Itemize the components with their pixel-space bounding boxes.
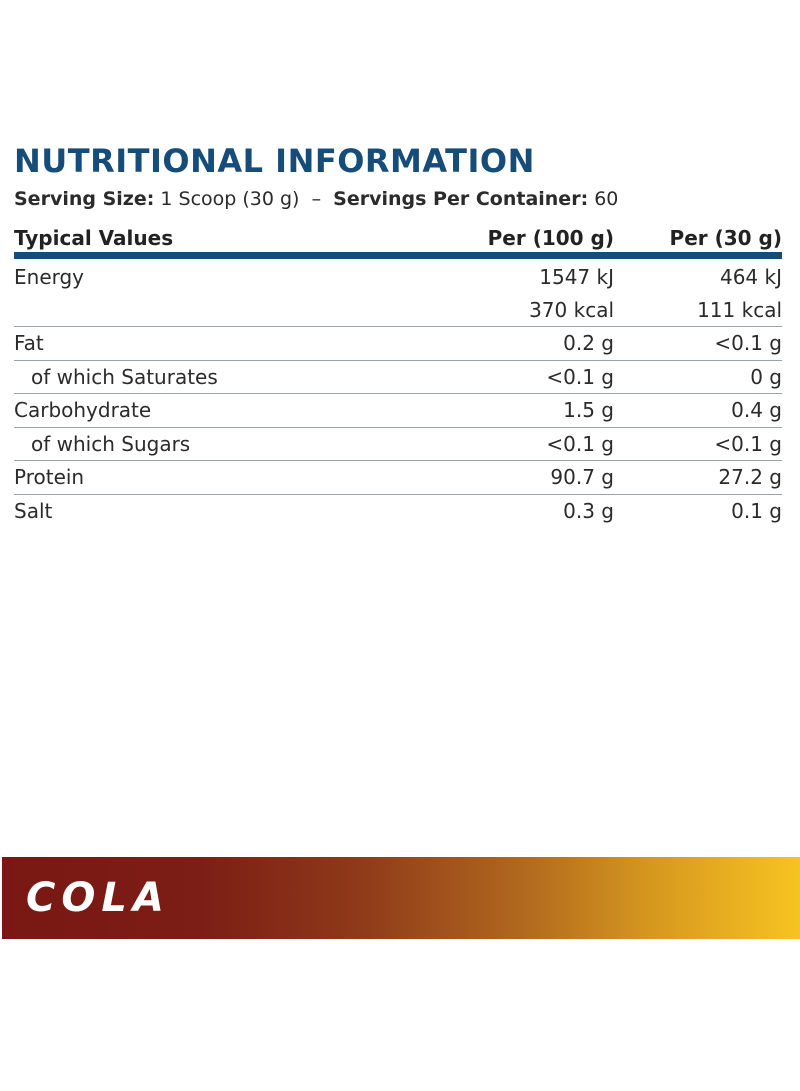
row-value-per-30g: <0.1 g xyxy=(714,431,782,456)
row-value-per-30g: 0 g xyxy=(750,364,782,389)
row-value-per-100g: 0.2 g xyxy=(563,331,614,355)
serving-info: Serving Size: 1 Scoop (30 g) – Servings … xyxy=(14,188,618,210)
page-title: NUTRITIONAL INFORMATION xyxy=(14,142,535,180)
serving-size-label: Serving Size: xyxy=(14,188,155,210)
row-label: Fat xyxy=(14,331,44,355)
row-value-per-100g: 1547 kJ xyxy=(539,265,614,289)
row-value-per-30g: 0.4 g xyxy=(731,398,782,422)
table-row-sugars: of which Sugars <0.1 g <0.1 g xyxy=(14,428,782,461)
row-divider xyxy=(14,393,782,394)
table-header-row: Typical Values Per (100 g) Per (30 g) xyxy=(14,222,782,252)
row-value-per-100g: 90.7 g xyxy=(550,465,614,489)
row-divider xyxy=(14,359,782,361)
row-label: Protein xyxy=(14,465,85,489)
row-value-per-30g: 27.2 g xyxy=(718,465,782,489)
table-row-protein: Protein 90.7 g 27.2 g xyxy=(14,461,782,494)
row-value-per-30g: 0.1 g xyxy=(731,498,782,523)
row-value-per-30g: 464 kJ xyxy=(719,265,782,289)
row-divider xyxy=(14,493,782,495)
nutrition-table: Typical Values Per (100 g) Per (30 g) En… xyxy=(14,222,782,527)
row-value-per-30g: <0.1 g xyxy=(714,331,782,355)
table-row-salt: Salt 0.3 g 0.1 g xyxy=(14,495,782,528)
row-divider xyxy=(14,326,782,327)
table-row-energy-kcal: 370 kcal 111 kcal xyxy=(14,294,782,327)
row-value-per-100g: <0.1 g xyxy=(546,364,614,389)
column-header-typical-values: Typical Values xyxy=(14,226,174,250)
servings-per-container-value: 60 xyxy=(594,188,619,210)
serving-separator: – xyxy=(311,188,322,210)
servings-per-container-label: Servings Per Container: xyxy=(333,188,589,210)
table-row-fat: Fat 0.2 g <0.1 g xyxy=(14,327,782,360)
row-label: Salt xyxy=(14,498,53,523)
row-value-per-100g: <0.1 g xyxy=(546,431,614,456)
table-row-saturates: of which Saturates <0.1 g 0 g xyxy=(14,361,782,394)
column-header-per-30g: Per (30 g) xyxy=(669,226,782,250)
column-header-per-100g: Per (100 g) xyxy=(487,226,614,250)
row-label: Energy xyxy=(14,265,85,289)
flavor-name: COLA xyxy=(26,875,170,921)
row-divider xyxy=(14,460,782,461)
row-divider xyxy=(14,426,782,428)
table-row-carbohydrate: Carbohydrate 1.5 g 0.4 g xyxy=(14,394,782,427)
row-value-per-100g: 0.3 g xyxy=(563,498,614,523)
row-value-per-100g: 1.5 g xyxy=(563,398,614,422)
row-value-per-30g: 111 kcal xyxy=(697,297,782,322)
header-divider xyxy=(14,252,782,259)
serving-size-value: 1 Scoop (30 g) xyxy=(160,188,300,210)
row-label: Carbohydrate xyxy=(14,398,152,422)
flavor-banner: COLA xyxy=(2,857,800,939)
row-label: of which Sugars xyxy=(31,431,191,456)
row-value-per-100g: 370 kcal xyxy=(529,297,614,322)
table-row-energy-kj: Energy 1547 kJ 464 kJ xyxy=(14,261,782,294)
row-label: of which Saturates xyxy=(31,364,218,389)
